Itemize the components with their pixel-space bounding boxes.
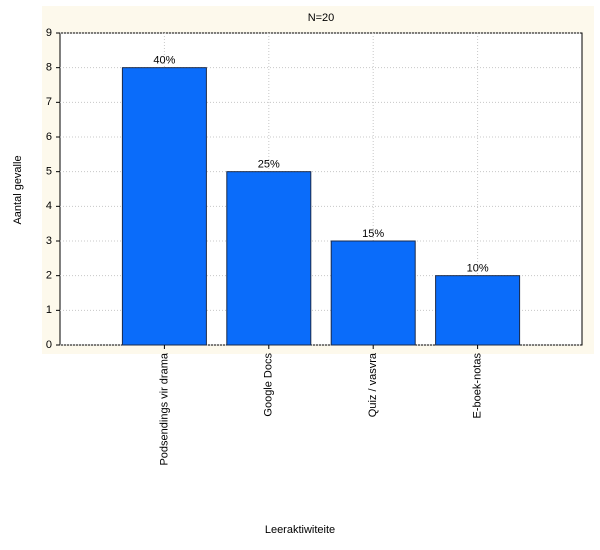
y-tick-label: 3 bbox=[46, 235, 52, 247]
value-label: 15% bbox=[362, 228, 384, 240]
bar bbox=[226, 171, 312, 346]
y-axis-label: Aantal gevalle bbox=[12, 155, 24, 224]
y-tick-label: 6 bbox=[46, 131, 52, 143]
y-tick-label: 0 bbox=[46, 339, 52, 351]
y-tick-label: 2 bbox=[46, 270, 52, 282]
y-tick-label: 8 bbox=[46, 62, 52, 74]
bar bbox=[435, 275, 521, 346]
value-label: 10% bbox=[467, 263, 489, 275]
chart-title: N=20 bbox=[308, 12, 335, 24]
y-tick-label: 9 bbox=[46, 27, 52, 39]
y-tick-label: 7 bbox=[46, 96, 52, 108]
bar bbox=[121, 67, 207, 346]
y-tick-label: 1 bbox=[46, 304, 52, 316]
bar bbox=[330, 240, 416, 346]
value-label: 40% bbox=[153, 55, 175, 67]
x-axis-label: Leeraktiwiteite bbox=[265, 524, 335, 536]
x-tick-label: Podsendings vir drama bbox=[158, 352, 170, 465]
x-tick-label: Google Docs bbox=[263, 353, 275, 417]
x-tick-label: E-boek-notas bbox=[472, 353, 484, 419]
y-tick-label: 5 bbox=[46, 166, 52, 178]
value-label: 25% bbox=[258, 159, 280, 171]
x-tick-label: Quiz / vasvra bbox=[367, 352, 379, 417]
y-tick-label: 4 bbox=[46, 200, 52, 212]
